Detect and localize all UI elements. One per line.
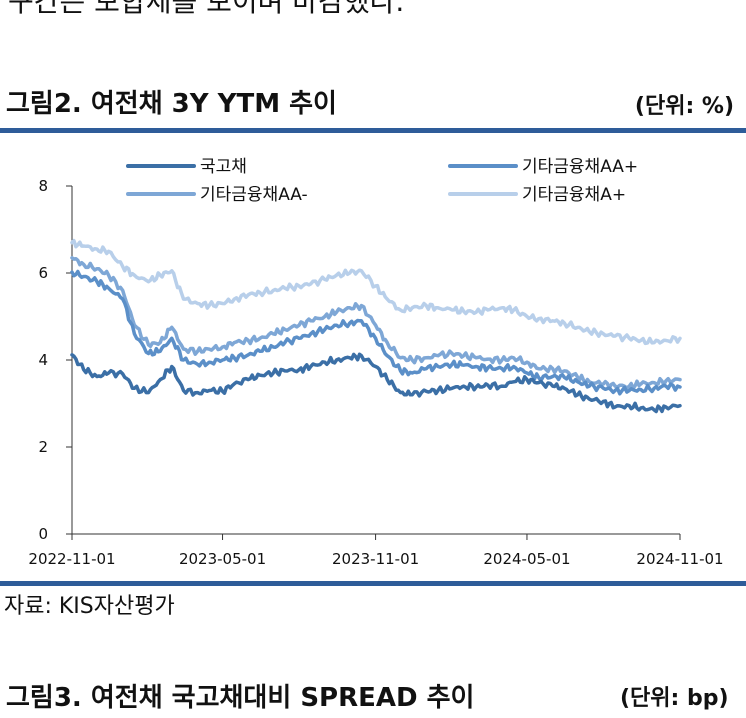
chart-legend: 국고채 기타금융채AA+ 기타금융채AA- 기타금융채A+: [126, 157, 638, 205]
ytm-line-chart: 국고채 기타금융채AA+ 기타금융채AA- 기타금융채A+ 0 2 4 6 8 2022-11-…: [28, 157, 723, 568]
series-line-0: [70, 352, 682, 414]
series-line-1: [70, 269, 682, 396]
figure-bottom-rule: [0, 581, 746, 586]
y-tick-label: 0: [38, 525, 48, 543]
figure-header: 그림2. 여전채 3Y YTM 추이 (단위: %): [0, 84, 746, 130]
series-line-2: [70, 256, 682, 391]
y-tick-label: 6: [38, 264, 48, 282]
x-tick-label: 2023-11-01: [332, 550, 419, 568]
figure-title: 그림2. 여전채 3Y YTM 추이: [6, 89, 337, 119]
figure-unit: (단위: %): [634, 94, 734, 119]
source-note: 자료: KIS자산평가: [4, 594, 175, 619]
chart-axes: 0 2 4 6 8 2022-11-01 2023-05-01 2023-11-01 2024-…: [28, 177, 723, 568]
y-tick-label: 8: [38, 177, 48, 195]
legend-label: 기타금융채AA-: [200, 185, 308, 205]
x-tick-label: 2024-05-01: [483, 550, 570, 568]
legend-label: 기타금융채A+: [522, 185, 626, 205]
x-tick-label: 2022-11-01: [28, 550, 115, 568]
figure-top-rule: [0, 128, 746, 133]
legend-label: 국고채: [200, 157, 247, 177]
next-figure-title: 그림3. 여전채 국고채대비 SPREAD 추이: [6, 683, 475, 713]
x-tick-label: 2023-05-01: [179, 550, 266, 568]
chart-series: [70, 238, 682, 414]
intro-text: 구간은 보합세를 보이며 마감했다.: [8, 0, 405, 18]
next-figure-unit: (단위: bp): [620, 686, 729, 711]
x-tick-label: 2024-11-01: [636, 550, 723, 568]
legend-label: 기타금융채AA+: [522, 157, 638, 177]
y-tick-label: 2: [38, 438, 48, 456]
y-tick-label: 4: [38, 351, 48, 369]
series-line-3: [70, 238, 682, 346]
